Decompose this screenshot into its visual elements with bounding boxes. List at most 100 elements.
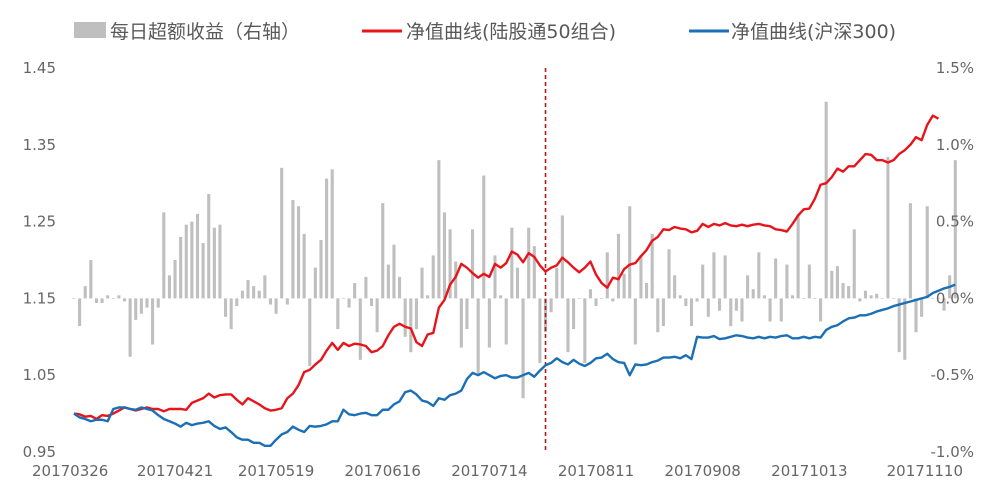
excess-bar (134, 298, 138, 320)
excess-bar (706, 298, 710, 317)
excess-bar (375, 298, 379, 333)
excess-bar (611, 298, 615, 302)
excess-bar (645, 283, 649, 299)
excess-bar (897, 298, 901, 353)
excess-bar (740, 298, 744, 322)
excess-bar (442, 212, 447, 299)
excess-bar (263, 275, 267, 299)
excess-bar (684, 298, 688, 307)
excess-bar (319, 240, 323, 299)
excess-bar (386, 264, 390, 299)
excess-bar (431, 255, 435, 299)
excess-bar (173, 260, 177, 299)
excess-bar (555, 267, 559, 299)
excess-bar (162, 212, 166, 299)
legend-label: 净值曲线(陆股通50组合) (406, 21, 616, 43)
excess-bar (532, 246, 536, 299)
excess-bar (616, 233, 621, 299)
excess-bar (128, 298, 132, 357)
right-axis: -1.0% -0.5% 0.0% 0.5% 1.0% 1.5% (930, 59, 974, 461)
excess-bar (487, 298, 491, 348)
portfolio-line (73, 114, 940, 421)
excess-bar (813, 298, 817, 299)
excess-bar (358, 298, 362, 360)
excess-bar (847, 286, 851, 299)
excess-bar (72, 298, 76, 299)
excess-bar (667, 249, 671, 299)
excess-bar (515, 267, 519, 299)
excess-bar (936, 298, 940, 299)
excess-bar (341, 298, 345, 299)
excess-bar (218, 224, 222, 299)
x-axis: 20170326 20170421 20170519 20170616 20170714… (32, 462, 963, 480)
excess-bar (145, 298, 149, 308)
excess-bar (538, 298, 542, 363)
x-tick-label: 20171110 (887, 462, 963, 480)
legend-label: 净值曲线(沪深300) (731, 21, 896, 43)
excess-bar (594, 298, 598, 307)
excess-bar (807, 264, 811, 299)
excess-bar (117, 295, 121, 299)
excess-bar (190, 221, 194, 299)
excess-bar (510, 227, 514, 299)
excess-bar (521, 298, 525, 399)
excess-bar (184, 224, 188, 299)
excess-bar (257, 290, 261, 299)
excess-bar (392, 244, 396, 299)
excess-bar (633, 298, 637, 345)
excess-bar (369, 298, 374, 307)
excess-bar (774, 258, 778, 299)
excess-bar (499, 295, 503, 299)
excess-bar (151, 298, 155, 345)
excess-bar (465, 298, 469, 330)
excess-bar (325, 178, 329, 299)
excess-bar (235, 298, 239, 307)
excess-bar (274, 298, 278, 314)
legend-label: 每日超额收益（右轴） (110, 21, 300, 43)
excess-bar (908, 203, 912, 299)
left-tick-label: 1.35 (23, 136, 56, 154)
excess-bar (583, 298, 587, 363)
excess-bar (420, 267, 424, 299)
excess-bar (717, 298, 722, 311)
excess-bar (448, 229, 452, 299)
excess-bar (224, 298, 228, 317)
excess-bar (886, 157, 890, 299)
excess-bar (768, 298, 772, 322)
left-tick-label: 0.95 (23, 443, 56, 461)
excess-bar (723, 255, 727, 299)
excess-bar (863, 290, 868, 299)
excess-bar (819, 298, 823, 322)
excess-bar (459, 298, 463, 348)
excess-bar (824, 101, 828, 299)
legend: 每日超额收益（右轴） 净值曲线(陆股通50组合) 净值曲线(沪深300) (74, 21, 896, 43)
excess-bar (796, 213, 800, 299)
excess-bar (925, 206, 929, 299)
excess-bar (779, 298, 783, 322)
excess-bar (920, 298, 924, 317)
excess-bar (751, 289, 755, 299)
excess-bar (504, 298, 508, 345)
excess-bar (880, 298, 884, 299)
excess-bar (734, 298, 738, 311)
right-tick-label: 1.5% (936, 59, 974, 77)
excess-bar (785, 264, 789, 299)
excess-bar (695, 298, 699, 302)
excess-bar (482, 175, 486, 299)
excess-bar (94, 298, 98, 304)
excess-bar (398, 276, 402, 299)
excess-bar (762, 295, 766, 299)
excess-bar (830, 270, 834, 299)
excess-bar (588, 289, 592, 299)
excess-bar (650, 233, 654, 299)
excess-bar (201, 243, 205, 299)
excess-return-bars (72, 101, 957, 399)
excess-bar (229, 298, 233, 330)
excess-bar (285, 298, 289, 305)
excess-bar (802, 298, 806, 299)
excess-bar (628, 206, 632, 299)
excess-bar (330, 169, 334, 299)
excess-bar (639, 255, 643, 299)
excess-bar (942, 298, 946, 311)
excess-bar (291, 200, 295, 299)
